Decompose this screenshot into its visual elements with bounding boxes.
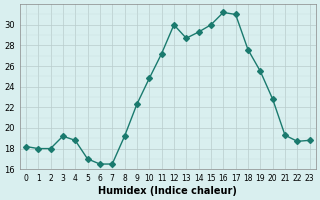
X-axis label: Humidex (Indice chaleur): Humidex (Indice chaleur) xyxy=(98,186,237,196)
